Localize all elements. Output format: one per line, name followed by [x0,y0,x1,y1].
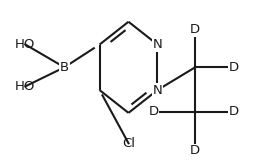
Text: HO: HO [15,80,36,93]
Text: D: D [149,105,159,118]
Text: B: B [60,61,69,74]
Text: D: D [229,61,239,74]
Text: D: D [190,23,200,36]
Text: D: D [190,144,200,157]
Text: N: N [153,38,162,51]
Text: HO: HO [15,38,36,51]
Text: N: N [153,84,162,97]
Text: Cl: Cl [122,137,135,150]
Text: D: D [229,105,239,118]
